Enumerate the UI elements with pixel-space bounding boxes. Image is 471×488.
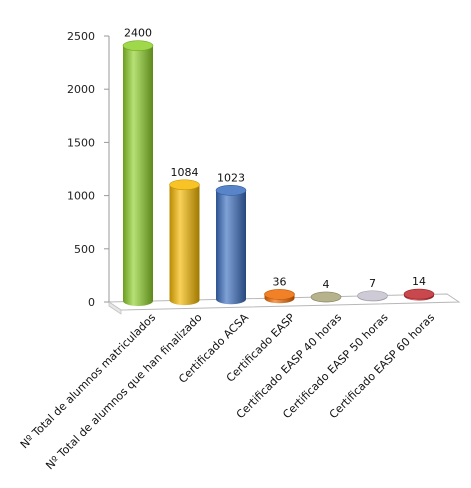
bars-layer [122,40,435,306]
bar-top [215,185,247,196]
bar-top [357,290,388,302]
bar-5 [310,291,342,303]
data-label: 1084 [171,166,199,179]
data-label: 14 [412,275,426,288]
y-tick-label: 2000 [67,83,95,96]
y-tick-label: 1000 [67,190,95,203]
bar-body [123,45,153,306]
y-tick-label: 0 [88,296,95,309]
bar-top [264,289,295,300]
bar-body [169,184,200,306]
data-label: 4 [323,278,330,291]
bar-4 [264,289,295,304]
bar-7 [403,288,435,301]
bar-top [122,40,154,51]
data-label: 36 [273,275,287,288]
data-label: 2400 [124,27,152,40]
bar-6 [357,290,388,302]
bar-3 [215,185,247,305]
bar-2 [169,179,200,306]
y-tick-label: 1500 [67,136,95,149]
data-label: 1023 [217,171,245,184]
data-label: 7 [369,277,376,290]
chart-floor-edge [108,301,122,315]
bar-top [310,291,342,303]
bar-1 [122,40,154,306]
bar-top [403,288,435,300]
bar-top [169,179,200,191]
y-tick-label: 2500 [67,30,95,43]
bar-body [216,190,246,305]
y-tick-label: 500 [74,243,95,256]
